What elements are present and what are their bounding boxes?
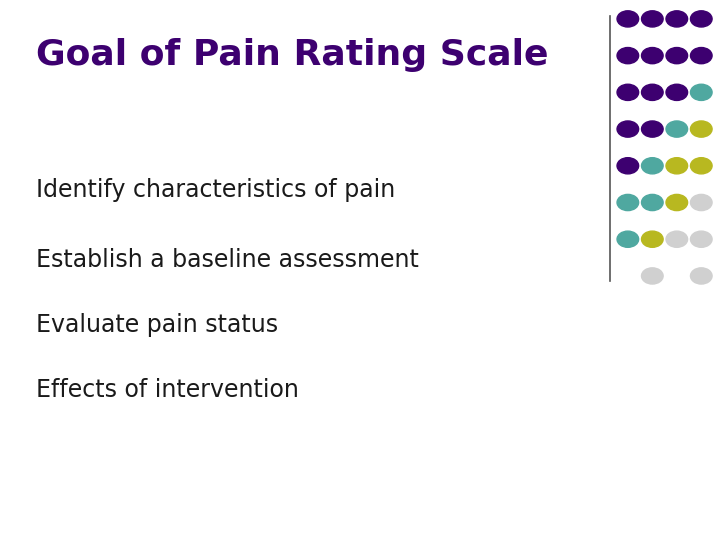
Circle shape	[642, 48, 663, 64]
Circle shape	[617, 121, 639, 137]
Circle shape	[642, 11, 663, 27]
Circle shape	[617, 11, 639, 27]
Circle shape	[666, 158, 688, 174]
Circle shape	[666, 231, 688, 247]
Circle shape	[666, 84, 688, 100]
Text: Establish a baseline assessment: Establish a baseline assessment	[36, 248, 419, 272]
Circle shape	[666, 11, 688, 27]
Circle shape	[690, 268, 712, 284]
Circle shape	[642, 121, 663, 137]
Circle shape	[666, 121, 688, 137]
Circle shape	[690, 11, 712, 27]
Circle shape	[642, 231, 663, 247]
Circle shape	[690, 48, 712, 64]
Circle shape	[617, 194, 639, 211]
Circle shape	[690, 84, 712, 100]
Circle shape	[642, 158, 663, 174]
Circle shape	[666, 194, 688, 211]
Circle shape	[642, 84, 663, 100]
Text: Evaluate pain status: Evaluate pain status	[36, 313, 278, 337]
Circle shape	[617, 48, 639, 64]
Circle shape	[690, 158, 712, 174]
Circle shape	[617, 231, 639, 247]
Circle shape	[642, 268, 663, 284]
Circle shape	[642, 194, 663, 211]
Circle shape	[666, 48, 688, 64]
Text: Identify characteristics of pain: Identify characteristics of pain	[36, 178, 395, 202]
Circle shape	[617, 158, 639, 174]
Text: Effects of intervention: Effects of intervention	[36, 378, 299, 402]
Circle shape	[690, 121, 712, 137]
Circle shape	[617, 84, 639, 100]
Circle shape	[690, 194, 712, 211]
Circle shape	[690, 231, 712, 247]
Text: Goal of Pain Rating Scale: Goal of Pain Rating Scale	[36, 38, 549, 72]
